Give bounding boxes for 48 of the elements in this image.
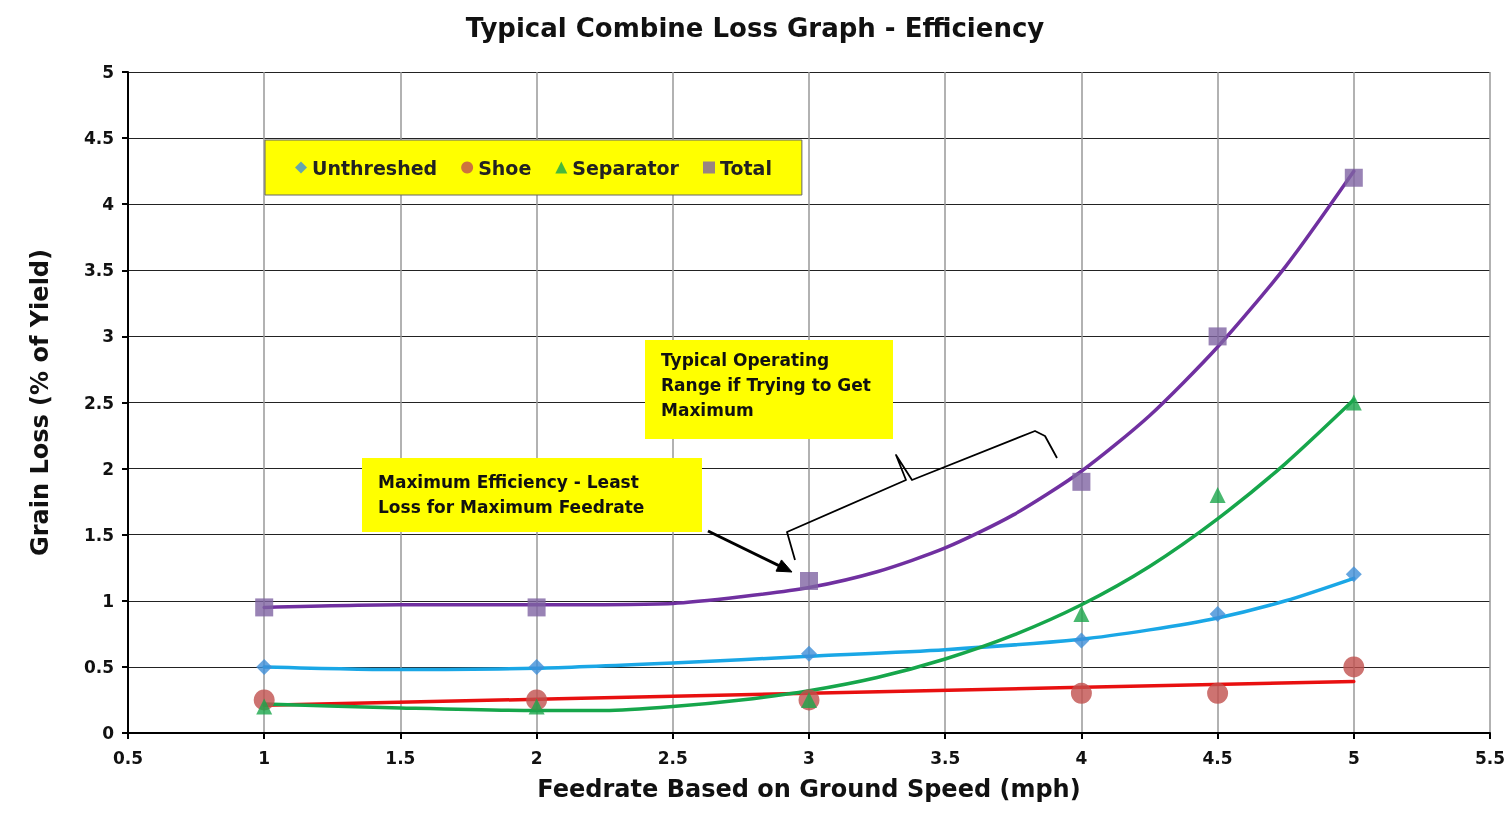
legend-label: Shoe: [478, 156, 532, 179]
y-tick-label: 2: [102, 458, 114, 479]
y-tick-label: 5: [102, 62, 114, 82]
point: [1207, 682, 1229, 704]
legend-label: Total: [719, 156, 772, 179]
y-tick-label: 3.5: [83, 260, 114, 281]
point: [801, 645, 817, 662]
y-tick-label: 1.5: [83, 524, 114, 545]
legend-label: Unthreshed: [312, 156, 438, 179]
legend-label: Separator: [572, 156, 680, 179]
y-axis-title: Grain Loss (% of Yield): [26, 248, 54, 557]
callout-box: Maximum Efficiency - Least Loss for Maximum Feedrate: [362, 458, 702, 532]
x-tick-label: 5: [1347, 747, 1360, 768]
point: [1343, 656, 1365, 678]
point: [1073, 632, 1090, 649]
point: [1209, 606, 1226, 623]
point: [256, 658, 273, 675]
x-tick-label: 3.5: [930, 747, 961, 768]
y-tick-label: 0: [102, 723, 115, 743]
x-tick-label: 5.5: [1474, 747, 1506, 768]
x-tick-label: 4.5: [1202, 747, 1233, 768]
point: [800, 571, 818, 590]
x-tick-label: 1.5: [385, 747, 416, 768]
y-tick-label: 0.5: [83, 656, 114, 677]
point: [1209, 487, 1226, 504]
x-tick-label: 3: [803, 747, 815, 768]
x-tick-label: 2: [530, 747, 543, 768]
y-tick-label: 2.5: [83, 392, 114, 413]
point: [528, 658, 545, 675]
point: [1208, 327, 1227, 346]
y-tick-label: 3: [102, 326, 114, 347]
x-tick-label: 1: [258, 747, 271, 768]
y-tick-label: 4.5: [83, 128, 114, 149]
point: [527, 598, 546, 617]
chart-title: Typical Combine Loss Graph - Efficiency: [465, 13, 1045, 43]
point: [1345, 394, 1362, 411]
point: [1344, 168, 1363, 187]
point: [1073, 606, 1090, 623]
point: [1345, 566, 1362, 583]
point: [1070, 682, 1092, 704]
x-tick-label: 4: [1075, 747, 1088, 768]
point: [255, 598, 274, 617]
callout-box: Typical Operating Range if Trying to Get Maximum: [645, 340, 893, 439]
y-tick-label: 4: [102, 194, 115, 215]
x-axis-title: Feedrate Based on Ground Speed (mph): [537, 775, 1081, 803]
point: [1072, 472, 1091, 491]
y-tick-label: 1: [102, 590, 114, 611]
x-tick-label: 2.5: [657, 747, 688, 768]
